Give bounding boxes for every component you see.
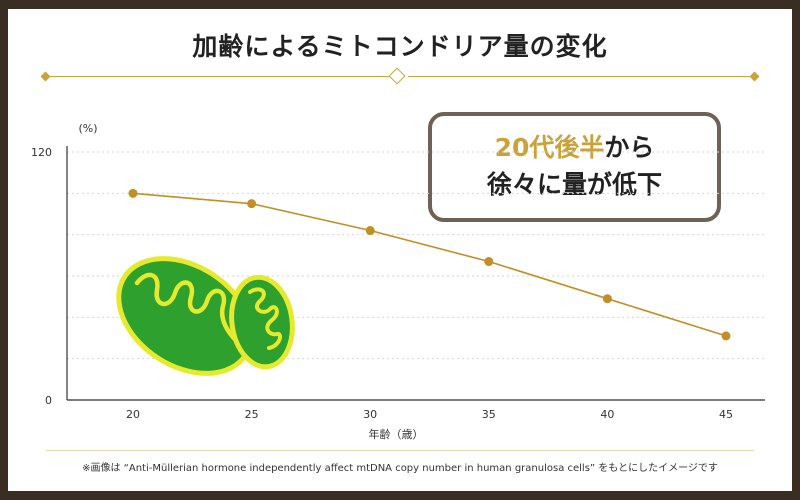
series-line xyxy=(132,192,727,337)
data-points xyxy=(128,188,731,341)
x-tick-label: 35 xyxy=(482,408,496,421)
y-unit-label: (%) xyxy=(78,122,97,135)
x-tick-labels: 20 25 30 35 40 45 xyxy=(126,408,733,421)
data-point xyxy=(365,226,375,236)
callout-box: 20代後半から 徐々に量が低下 xyxy=(428,112,721,222)
x-tick-label: 25 xyxy=(245,408,259,421)
mitochondrion-small-icon xyxy=(229,274,295,370)
chart-card: 加齢によるミトコンドリア量の変化 20代後半から 徐々に量が低下 ※画像は “A… xyxy=(8,9,792,491)
callout-line-1: 20代後半から xyxy=(432,130,717,166)
y-tick-labels: 0 120 xyxy=(31,146,52,407)
x-tick-label: 40 xyxy=(600,408,614,421)
data-point xyxy=(247,199,257,209)
x-tick-label: 20 xyxy=(126,408,140,421)
y-tick-label: 120 xyxy=(31,146,52,159)
callout-line-1-rest: から xyxy=(604,133,655,162)
data-point xyxy=(128,188,138,198)
data-point xyxy=(484,257,494,267)
footnote: ※画像は “Anti-Müllerian hormone independent… xyxy=(82,463,718,474)
data-point xyxy=(721,331,731,341)
divider-left xyxy=(46,76,389,77)
y-tick-label: 0 xyxy=(45,394,52,407)
mitochondria-illustration xyxy=(116,256,295,376)
divider-right xyxy=(408,76,754,77)
footnote-divider xyxy=(46,450,754,451)
x-axis-label: 年齢（歳） xyxy=(369,427,424,441)
data-point xyxy=(602,294,612,304)
x-tick-label: 45 xyxy=(719,408,733,421)
callout-line-2: 徐々に量が低下 xyxy=(486,170,662,199)
callout-highlight: 20代後半 xyxy=(494,133,605,162)
page-title: 加齢によるミトコンドリア量の変化 xyxy=(192,32,608,61)
x-tick-label: 30 xyxy=(363,408,377,421)
